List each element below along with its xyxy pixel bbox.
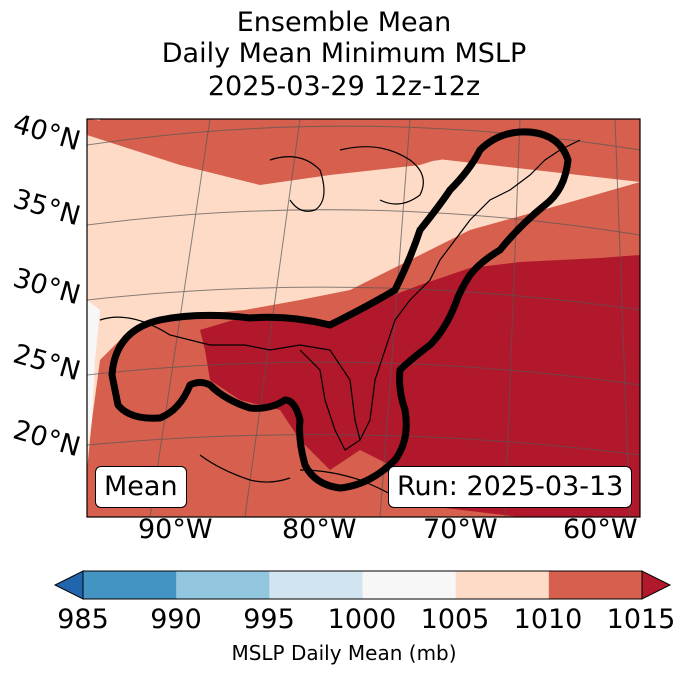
colorbar-segment <box>269 571 363 599</box>
colorbar-tick-1010: 1010 <box>513 604 583 635</box>
colorbar-segment <box>176 571 270 599</box>
mean-label-box: Mean <box>95 466 187 508</box>
title-line-1: Ensemble Mean <box>236 7 452 38</box>
lon-label-60w: 60°W <box>563 514 638 545</box>
pressure-band-north <box>100 119 560 175</box>
threshold-contour <box>108 128 572 492</box>
run-date-box: Run: 2025-03-13 <box>388 466 633 508</box>
map-panel <box>86 118 641 518</box>
lon-label-80w: 80°W <box>282 514 357 545</box>
colorbar-segment <box>83 571 177 599</box>
colorbar-tick-990: 990 <box>150 604 202 635</box>
colorbar-extend-low <box>53 570 84 600</box>
colorbar-label: MSLP Daily Mean (mb) <box>231 641 457 665</box>
colorbar-segment <box>455 571 550 599</box>
colorbar-tick-1015: 1015 <box>606 604 676 635</box>
colorbar-segment <box>548 571 643 599</box>
coastlines <box>99 139 581 501</box>
colorbar-extend-high <box>641 570 672 600</box>
colorbar-tick-1000: 1000 <box>327 604 397 635</box>
pressure-band-1000-1005 <box>87 300 100 450</box>
colorbar-tick-995: 995 <box>243 604 295 635</box>
lon-label-90w: 90°W <box>138 514 213 545</box>
colorbar-frame <box>82 570 643 600</box>
lon-label-70w: 70°W <box>423 514 498 545</box>
title-line-3: 2025-03-29 12z-12z <box>207 71 481 102</box>
title-line-2: Daily Mean Minimum MSLP <box>161 38 527 69</box>
colorbar-tick-985: 985 <box>57 604 109 635</box>
pressure-band-above-1015 <box>200 255 640 517</box>
map-frame <box>86 118 641 518</box>
colorbar-segment <box>362 571 457 599</box>
colorbar-tick-1005: 1005 <box>420 604 490 635</box>
